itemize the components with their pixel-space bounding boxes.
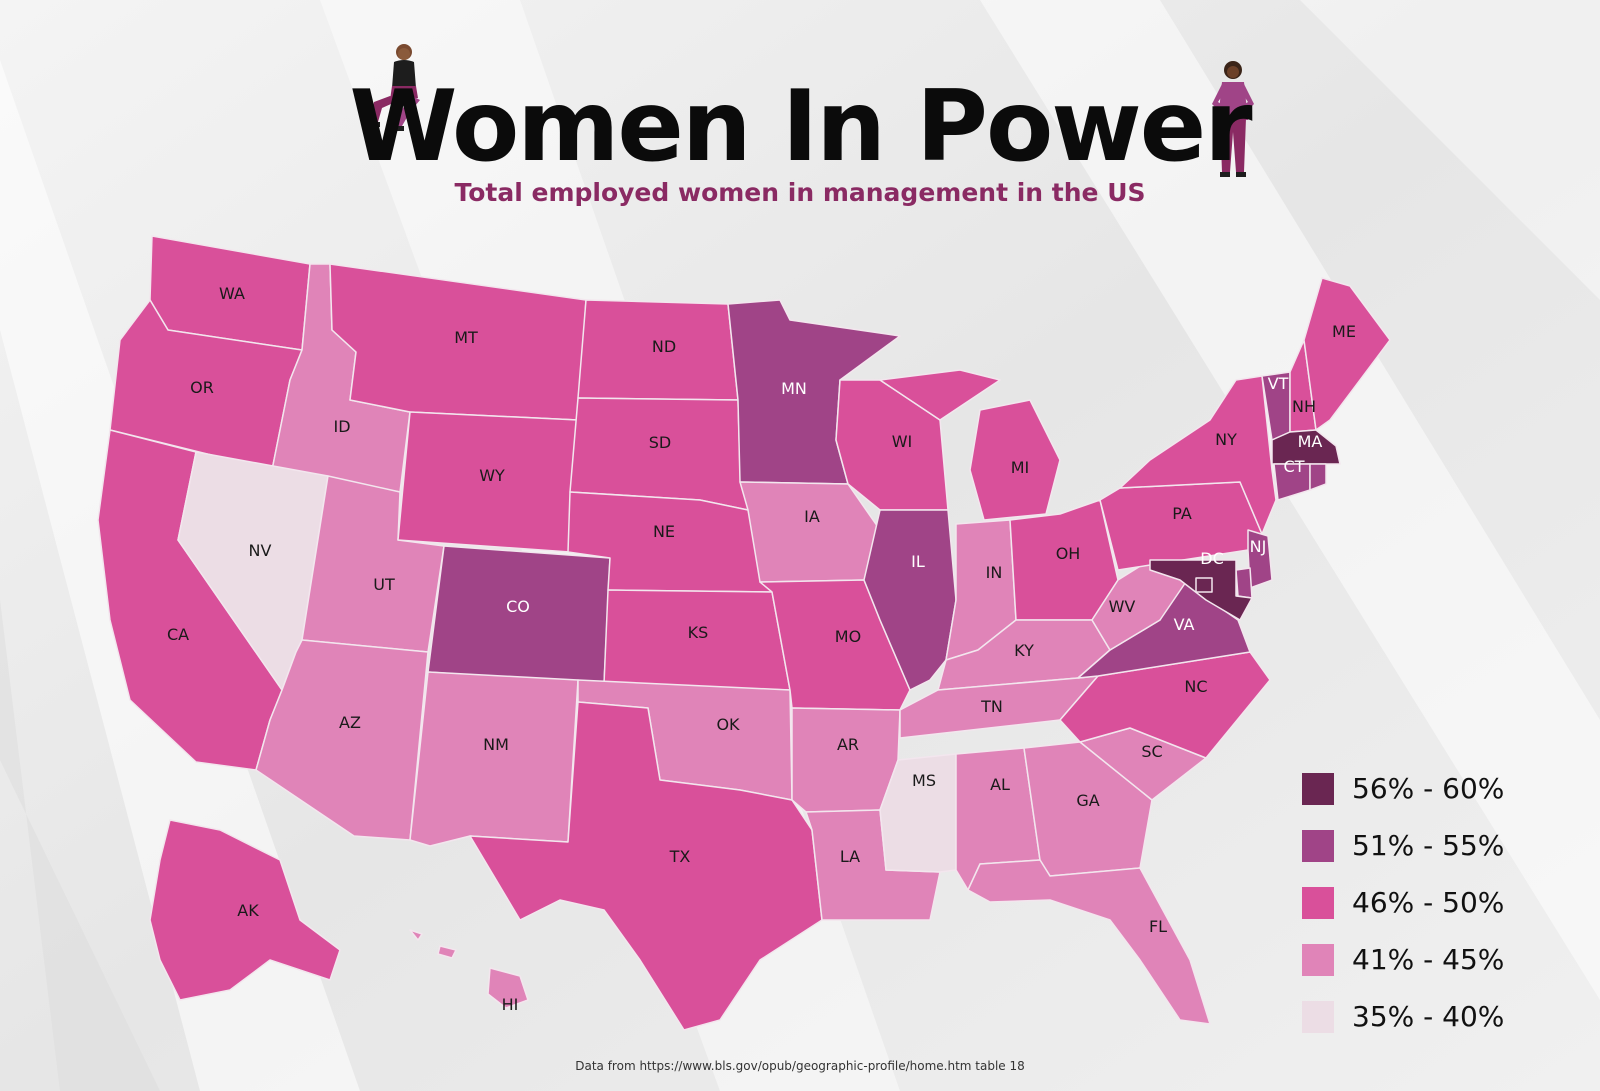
- state-de[interactable]: [1235, 567, 1253, 599]
- state-nj[interactable]: [1247, 529, 1273, 589]
- state-label-nd: ND: [652, 337, 676, 356]
- state-label-mi: MI: [1011, 458, 1030, 477]
- state-label-co: CO: [506, 597, 530, 616]
- state-label-nh: NH: [1292, 397, 1316, 416]
- state-label-al: AL: [990, 775, 1010, 794]
- legend-swatch: [1302, 1000, 1334, 1033]
- state-label-ga: GA: [1076, 791, 1099, 810]
- page-title: Women In Power: [349, 70, 1252, 184]
- state-label-nm: NM: [483, 735, 509, 754]
- state-me[interactable]: [1303, 277, 1391, 431]
- state-label-ms: MS: [912, 771, 936, 790]
- state-il[interactable]: [863, 509, 957, 691]
- state-ar[interactable]: [791, 707, 901, 813]
- state-label-ne: NE: [653, 522, 675, 541]
- state-label-ar: AR: [837, 735, 859, 754]
- state-label-tx: TX: [669, 847, 691, 866]
- legend-item: 35% - 40%: [1302, 988, 1504, 1045]
- state-label-az: AZ: [339, 713, 361, 732]
- state-label-ut: UT: [373, 575, 395, 594]
- legend-item: 56% - 60%: [1302, 760, 1504, 817]
- source-note: Data from https://www.bls.gov/opub/geogr…: [575, 1059, 1025, 1073]
- state-fl[interactable]: [967, 859, 1211, 1025]
- legend-label: 51% - 55%: [1352, 829, 1505, 862]
- state-label-id: ID: [333, 417, 350, 436]
- state-ny[interactable]: [1119, 375, 1277, 535]
- state-label-mt: MT: [454, 328, 478, 347]
- legend-swatch: [1302, 772, 1334, 805]
- state-label-va: VA: [1174, 615, 1195, 634]
- legend: 56% - 60% 51% - 55% 46% - 50% 41% - 45% …: [1302, 760, 1504, 1045]
- state-label-nj: NJ: [1250, 537, 1267, 556]
- state-ak[interactable]: [149, 819, 341, 1001]
- state-label-dc: DC: [1200, 549, 1224, 568]
- state-hi[interactable]: [409, 929, 529, 1009]
- state-label-nc: NC: [1184, 677, 1207, 696]
- state-label-oh: OH: [1056, 544, 1081, 563]
- state-ma[interactable]: [1271, 429, 1341, 465]
- state-label-ky: KY: [1014, 641, 1034, 660]
- state-label-la: LA: [840, 847, 860, 866]
- sitting-woman-illustration: [366, 44, 420, 131]
- state-az[interactable]: [255, 639, 429, 841]
- state-mi[interactable]: [879, 369, 1061, 521]
- state-label-sd: SD: [649, 433, 671, 452]
- state-label-ct: CT: [1284, 457, 1305, 476]
- legend-swatch: [1302, 829, 1334, 862]
- legend-swatch: [1302, 886, 1334, 919]
- page-subtitle: Total employed women in management in th…: [454, 178, 1146, 207]
- state-label-mo: MO: [835, 627, 861, 646]
- state-label-wa: WA: [219, 284, 245, 303]
- state-dc[interactable]: [1195, 577, 1213, 593]
- state-label-ak: AK: [237, 901, 259, 920]
- legend-label: 56% - 60%: [1352, 772, 1505, 805]
- state-label-il: IL: [911, 552, 925, 571]
- state-label-nv: NV: [249, 541, 272, 560]
- legend-label: 41% - 45%: [1352, 943, 1505, 976]
- legend-swatch: [1302, 943, 1334, 976]
- state-label-wv: WV: [1109, 597, 1136, 616]
- standing-woman-illustration: [1212, 61, 1254, 177]
- state-pa[interactable]: [1099, 481, 1263, 571]
- state-label-ny: NY: [1215, 430, 1237, 449]
- state-label-or: OR: [190, 378, 214, 397]
- legend-label: 35% - 40%: [1352, 1000, 1505, 1033]
- state-label-tn: TN: [980, 697, 1003, 716]
- state-label-hi: HI: [502, 995, 519, 1014]
- state-label-in: IN: [986, 563, 1003, 582]
- state-label-wy: WY: [479, 466, 505, 485]
- state-ia[interactable]: [739, 481, 881, 583]
- state-label-me: ME: [1332, 322, 1356, 341]
- legend-item: 51% - 55%: [1302, 817, 1504, 874]
- state-label-pa: PA: [1172, 504, 1192, 523]
- state-tx[interactable]: [469, 701, 823, 1031]
- legend-item: 41% - 45%: [1302, 931, 1504, 988]
- state-nm[interactable]: [409, 671, 579, 847]
- state-label-ks: KS: [688, 623, 709, 642]
- state-label-ma: MA: [1298, 432, 1323, 451]
- state-label-sc: SC: [1141, 742, 1162, 761]
- state-label-ok: OK: [716, 715, 740, 734]
- legend-item: 46% - 50%: [1302, 874, 1504, 931]
- state-label-ia: IA: [804, 507, 820, 526]
- state-label-ca: CA: [167, 625, 189, 644]
- state-label-fl: FL: [1149, 917, 1167, 936]
- state-label-mn: MN: [781, 379, 807, 398]
- state-ri[interactable]: [1309, 463, 1327, 491]
- legend-label: 46% - 50%: [1352, 886, 1505, 919]
- state-label-wi: WI: [892, 432, 913, 451]
- state-label-vt: VT: [1268, 374, 1289, 393]
